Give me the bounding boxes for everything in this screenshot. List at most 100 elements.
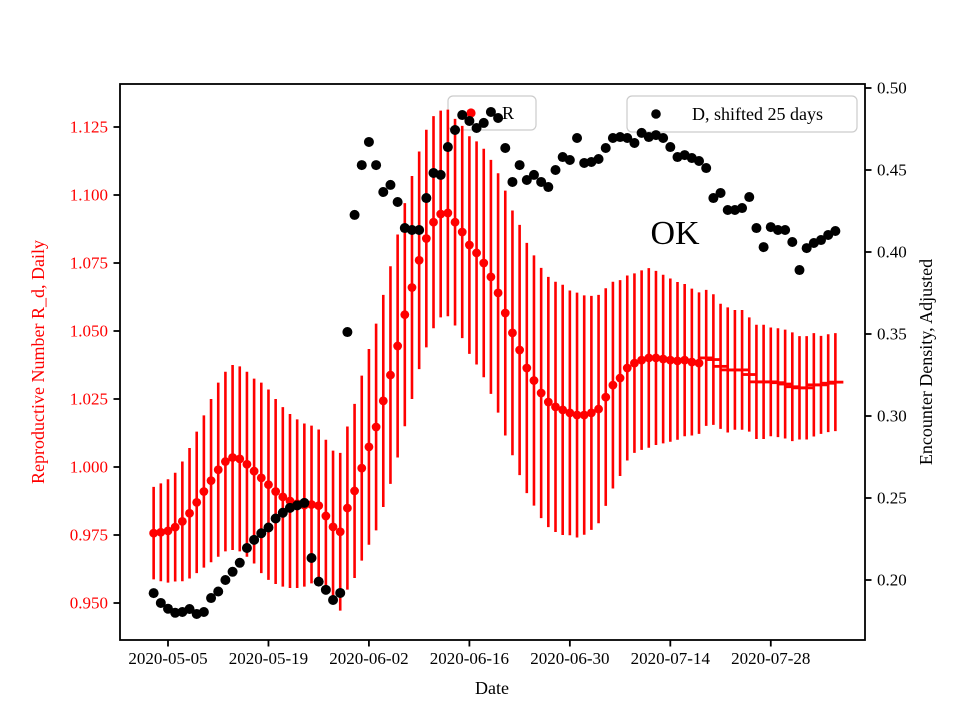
d-point [722, 205, 733, 216]
r-point [522, 363, 532, 373]
r-point [228, 453, 237, 462]
r-point [149, 528, 159, 538]
r-point [192, 497, 202, 507]
right-tick-label: 0.40 [877, 243, 907, 262]
right-tick-label: 0.25 [877, 489, 907, 508]
r-point [694, 358, 704, 368]
r-point [479, 258, 489, 268]
d-point [507, 176, 518, 187]
d-point [442, 142, 453, 153]
d-point [493, 113, 504, 124]
r-point [371, 422, 381, 432]
r-point [579, 410, 589, 420]
left-y-axis-label: Reproductive Number R_d, Daily [28, 240, 48, 484]
d-point [694, 155, 705, 166]
r-point [543, 397, 553, 407]
d-point [471, 123, 482, 134]
r-point [536, 388, 546, 398]
d-point [435, 169, 446, 180]
d-point [708, 193, 719, 204]
x-axis-label: Date [475, 678, 509, 698]
x-tick-label: 2020-05-05 [128, 649, 207, 668]
d-point [600, 143, 611, 154]
d-point [406, 225, 417, 236]
r-point [515, 345, 525, 355]
r-point-dash [705, 358, 722, 361]
d-point [816, 235, 827, 246]
d-point [543, 182, 554, 193]
r-point-dash [712, 364, 729, 368]
d-series-layer [148, 106, 841, 619]
legend-d: D, shifted 25 days [626, 95, 858, 133]
d-point [794, 265, 805, 276]
right-tick-label: 0.35 [877, 325, 907, 344]
d-point [249, 534, 260, 545]
d-point [514, 160, 525, 171]
r-point [687, 357, 697, 367]
r-point [221, 457, 230, 466]
r-point [472, 248, 481, 258]
x-tick-label: 2020-07-28 [731, 649, 810, 668]
ok-annotation: OK [650, 215, 700, 252]
legend-d-label: D, shifted 25 days [692, 104, 823, 124]
r-point [414, 255, 424, 265]
r-point-dash [777, 382, 794, 386]
r-point [529, 376, 539, 385]
d-point [500, 143, 511, 154]
d-point [450, 124, 461, 135]
legend-d-marker-icon [651, 109, 661, 119]
legend-r-marker-icon [466, 108, 476, 118]
r-point [242, 459, 252, 469]
r-point [608, 380, 618, 390]
r-point [328, 522, 338, 532]
d-point [464, 115, 475, 126]
d-point [148, 588, 159, 599]
d-point [206, 593, 217, 604]
d-point [155, 597, 166, 608]
x-tick-label: 2020-06-30 [530, 649, 609, 668]
plot-frame [119, 83, 866, 641]
r-point [680, 355, 690, 365]
r-point-dash [698, 356, 715, 360]
r-point [665, 355, 675, 365]
d-point [744, 192, 755, 203]
left-tick-label: 1.050 [70, 322, 108, 341]
r-point [601, 392, 611, 402]
d-point [241, 543, 252, 554]
r-point-dash [741, 373, 758, 376]
d-point [184, 604, 195, 615]
r-point [565, 408, 575, 418]
r-point [464, 240, 474, 250]
r-point-dash [813, 383, 830, 387]
left-tick-label: 1.025 [70, 390, 108, 409]
r-point [651, 353, 661, 363]
d-point [715, 187, 726, 198]
r-point [378, 396, 388, 406]
d-point [270, 513, 281, 524]
r-point-dash [827, 380, 844, 384]
d-point [665, 142, 676, 153]
d-point [737, 203, 748, 214]
d-point [213, 586, 224, 597]
d-point [385, 179, 396, 190]
r-point [615, 373, 625, 383]
d-point [572, 133, 583, 144]
d-point [277, 507, 288, 518]
d-point [306, 553, 317, 564]
r-point [400, 310, 410, 320]
d-point [421, 193, 432, 204]
r-point [421, 234, 431, 243]
x-tick-label: 2020-06-16 [430, 649, 509, 668]
d-point [550, 165, 561, 175]
left-tick-label: 0.950 [70, 594, 108, 613]
r-point [170, 522, 180, 532]
r-point [508, 328, 517, 338]
left-tick-label: 1.075 [70, 254, 108, 273]
r-point [199, 487, 209, 496]
d-point [378, 186, 389, 197]
d-point [457, 110, 468, 121]
right-tick-label: 0.50 [877, 79, 907, 98]
left-tick-label: 1.125 [70, 118, 108, 137]
